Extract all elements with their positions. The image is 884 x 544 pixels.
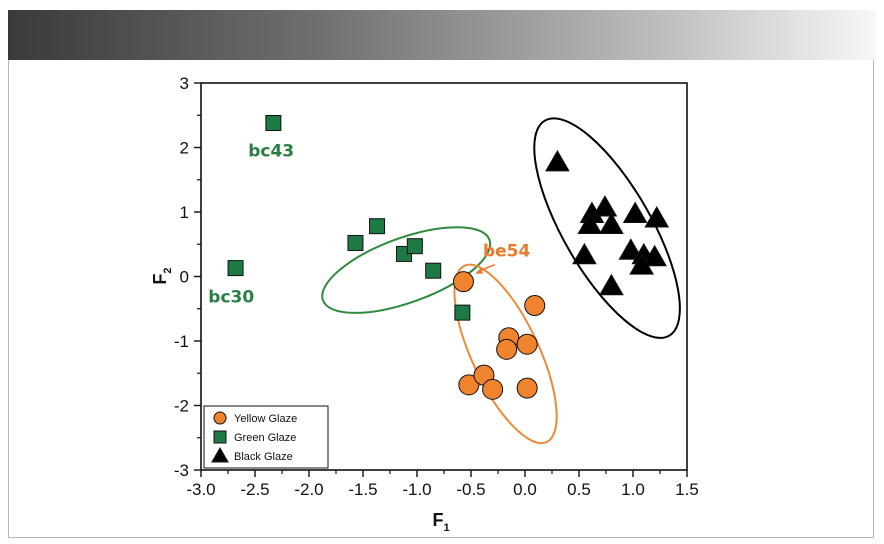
y-tick-label: -1 bbox=[174, 332, 189, 351]
legend-marker bbox=[211, 447, 229, 463]
green-glaze-point bbox=[406, 238, 423, 255]
x-tick-label: 0.5 bbox=[567, 480, 591, 499]
y-tick-label: 1 bbox=[180, 203, 189, 222]
black-glaze-point bbox=[577, 212, 603, 234]
y-axis-title: F2 bbox=[150, 267, 174, 284]
group-ellipse-green-glaze bbox=[321, 226, 492, 314]
annotation-arrow bbox=[479, 264, 495, 272]
x-axis-title: F1 bbox=[432, 510, 449, 534]
black-glaze-point bbox=[592, 195, 618, 217]
annotation-bc43: bc43 bbox=[248, 142, 294, 162]
black-glaze-point bbox=[599, 273, 624, 296]
green-glaze-point bbox=[425, 262, 442, 279]
x-tick-label: -2.0 bbox=[294, 480, 323, 499]
annotation-arrowhead bbox=[475, 267, 484, 274]
black-glaze-point bbox=[622, 201, 648, 223]
yellow-glaze-point bbox=[516, 377, 538, 399]
yellow-glaze-point bbox=[516, 333, 538, 355]
data-points bbox=[227, 114, 670, 400]
x-tick-label: 1.0 bbox=[621, 480, 645, 499]
black-glaze-point bbox=[644, 206, 670, 228]
header-banner bbox=[8, 10, 876, 60]
legend-label: Green Glaze bbox=[234, 432, 296, 444]
x-tick-label: -1.0 bbox=[402, 480, 431, 499]
y-tick-label: -2 bbox=[174, 397, 189, 416]
group-ellipse-black-glaze bbox=[533, 117, 681, 339]
figure-frame bbox=[8, 60, 874, 538]
yellow-glaze-point bbox=[524, 295, 546, 317]
x-tick-label: -0.5 bbox=[456, 480, 485, 499]
y-tick-label: 3 bbox=[180, 74, 189, 93]
green-glaze-point bbox=[454, 304, 471, 321]
y-tick-label: 2 bbox=[180, 139, 189, 158]
legend-label: Yellow Glaze bbox=[234, 413, 297, 425]
annotation-bc30: bc30 bbox=[208, 287, 254, 307]
y-tick-label: -3 bbox=[174, 461, 189, 480]
yellow-glaze-point bbox=[496, 338, 518, 360]
x-tick-label: -1.5 bbox=[348, 480, 377, 499]
yellow-glaze-point bbox=[458, 374, 480, 396]
annotation-be54: be54 bbox=[483, 242, 531, 262]
axis-ticks: -3.0 -2.5 -2.0 -1.5 -1.0 -0.5 0.0 0.5 1.0 1.5 -3 -2… bbox=[174, 74, 699, 499]
green-glaze-point bbox=[347, 234, 364, 251]
green-glaze-point bbox=[369, 218, 386, 235]
x-tick-label: 1.5 bbox=[675, 480, 699, 499]
yellow-glaze-point bbox=[482, 378, 504, 400]
black-glaze-point bbox=[545, 149, 570, 172]
x-tick-label: -2.5 bbox=[240, 480, 269, 499]
y-tick-label: 0 bbox=[180, 268, 189, 287]
legend-marker bbox=[213, 411, 227, 425]
black-glaze-point bbox=[642, 244, 667, 267]
legend-label: Black Glaze bbox=[234, 451, 293, 463]
legend: Yellow Glaze Green Glaze Black Glaze bbox=[203, 405, 329, 469]
yellow-glaze-point bbox=[452, 271, 474, 293]
x-tick-label: -3.0 bbox=[186, 480, 215, 499]
x-tick-label: 0.0 bbox=[513, 480, 537, 499]
green-glaze-point bbox=[265, 114, 282, 131]
green-glaze-point bbox=[227, 260, 244, 277]
legend-marker bbox=[213, 430, 227, 444]
black-glaze-point bbox=[599, 212, 624, 234]
annotations: bc43 bc30 be54 bbox=[208, 142, 530, 308]
black-glaze-point bbox=[618, 238, 644, 260]
group-ellipses bbox=[321, 117, 681, 445]
black-glaze-point bbox=[629, 253, 655, 275]
black-glaze-point bbox=[572, 242, 597, 265]
